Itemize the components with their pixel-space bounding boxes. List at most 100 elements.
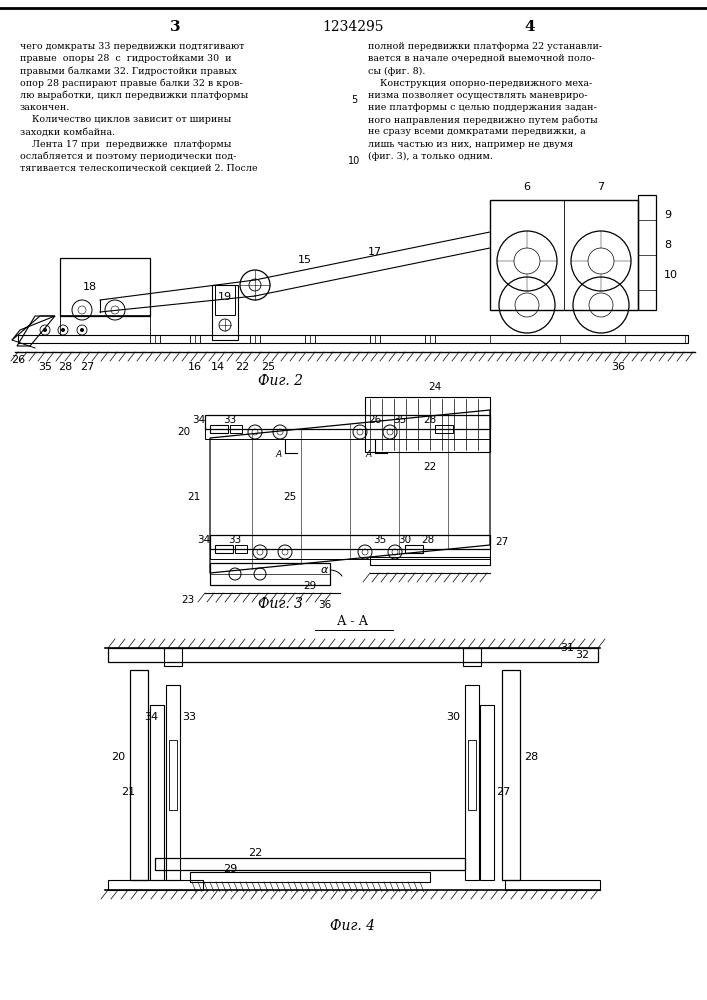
Text: 6: 6 — [523, 182, 530, 192]
Text: 26: 26 — [368, 415, 382, 425]
Text: 25: 25 — [284, 492, 297, 502]
Bar — [435, 425, 453, 433]
Text: 27: 27 — [496, 787, 510, 797]
Bar — [480, 705, 494, 880]
Text: заходки комбайна.: заходки комбайна. — [20, 127, 115, 136]
Bar — [425, 335, 435, 343]
Text: 27: 27 — [80, 362, 94, 372]
Text: 35: 35 — [38, 362, 52, 372]
Circle shape — [61, 328, 65, 332]
Bar — [18, 335, 688, 343]
Text: Фиг. 3: Фиг. 3 — [257, 597, 303, 611]
Text: 14: 14 — [211, 362, 225, 372]
Bar — [235, 545, 247, 553]
Text: 36: 36 — [318, 600, 332, 610]
Bar — [370, 557, 490, 565]
Text: 4: 4 — [525, 20, 535, 34]
Text: 33: 33 — [223, 415, 237, 425]
Bar — [505, 880, 600, 890]
Text: лишь частью из них, например не двумя: лишь частью из них, например не двумя — [368, 140, 573, 149]
Text: правыми балками 32. Гидростойки правых: правыми балками 32. Гидростойки правых — [20, 66, 237, 76]
Text: тягивается телескопической секцией 2. После: тягивается телескопической секцией 2. По… — [20, 164, 257, 173]
Text: сы (фиг. 8).: сы (фиг. 8). — [368, 66, 426, 76]
Bar — [155, 858, 465, 870]
Bar — [250, 335, 260, 343]
Text: 5: 5 — [351, 95, 357, 105]
Text: низма позволяет осуществлять маневриро-: низма позволяет осуществлять маневриро- — [368, 91, 588, 100]
Text: вается в начале очередной выемочной поло-: вается в начале очередной выемочной поло… — [368, 54, 595, 63]
Bar — [169, 740, 177, 810]
Bar — [150, 705, 164, 880]
Text: 34: 34 — [192, 415, 205, 425]
Text: полной передвижки платформа 22 устанавли-: полной передвижки платформа 22 устанавли… — [368, 42, 602, 51]
Text: A: A — [366, 450, 372, 459]
Text: 24: 24 — [428, 382, 442, 392]
Text: опор 28 распирают правые балки 32 в кров-: опор 28 распирают правые балки 32 в кров… — [20, 79, 243, 88]
Bar — [205, 415, 490, 429]
Bar — [370, 335, 380, 343]
Text: лю выработки, цикл передвижки платформы: лю выработки, цикл передвижки платформы — [20, 91, 248, 100]
Text: не сразу всеми домкратами передвижки, а: не сразу всеми домкратами передвижки, а — [368, 127, 586, 136]
Text: (фиг. 3), а только одним.: (фиг. 3), а только одним. — [368, 152, 493, 161]
Text: закончен.: закончен. — [20, 103, 70, 112]
Text: Лента 17 при  передвижке  платформы: Лента 17 при передвижке платформы — [20, 140, 231, 149]
Bar — [215, 545, 233, 553]
Text: 28: 28 — [421, 535, 435, 545]
Bar — [230, 425, 242, 433]
Bar — [60, 258, 150, 316]
Bar — [305, 335, 315, 343]
Text: 33: 33 — [228, 535, 242, 545]
Text: 26: 26 — [11, 355, 25, 365]
Text: 17: 17 — [368, 247, 382, 257]
Text: 19: 19 — [218, 292, 232, 302]
Bar — [638, 195, 656, 310]
Bar — [210, 535, 490, 549]
Text: 8: 8 — [664, 240, 671, 250]
Text: 28: 28 — [423, 415, 437, 425]
Text: 27: 27 — [495, 537, 508, 547]
Text: чего домкраты 33 передвижки подтягивают: чего домкраты 33 передвижки подтягивают — [20, 42, 245, 51]
Bar — [190, 335, 200, 343]
Text: 7: 7 — [597, 182, 604, 192]
Text: 20: 20 — [177, 427, 190, 437]
Bar — [205, 429, 490, 439]
Bar — [108, 648, 598, 662]
Text: 3: 3 — [170, 20, 180, 34]
Text: Конструкция опорно-передвижного меха-: Конструкция опорно-передвижного меха- — [368, 79, 592, 88]
Text: 35: 35 — [373, 535, 387, 545]
Text: 32: 32 — [575, 650, 589, 660]
Bar — [405, 545, 423, 553]
Text: 1234295: 1234295 — [322, 20, 384, 34]
Bar — [490, 200, 638, 310]
Text: ние платформы с целью поддержания задан-: ние платформы с целью поддержания задан- — [368, 103, 597, 112]
Text: 30: 30 — [399, 535, 411, 545]
Text: 29: 29 — [303, 581, 317, 591]
Text: ослабляется и поэтому периодически под-: ослабляется и поэтому периодически под- — [20, 152, 236, 161]
Circle shape — [80, 328, 84, 332]
Text: 34: 34 — [144, 712, 158, 722]
Bar — [130, 670, 148, 880]
Bar — [166, 685, 180, 880]
Text: 30: 30 — [446, 712, 460, 722]
Text: правые  опоры 28  с  гидростойками 30  и: правые опоры 28 с гидростойками 30 и — [20, 54, 231, 63]
Text: 22: 22 — [235, 362, 249, 372]
Text: Фиг. 4: Фиг. 4 — [330, 919, 375, 933]
Text: 34: 34 — [197, 535, 210, 545]
Bar — [150, 335, 160, 343]
Text: 20: 20 — [111, 752, 125, 762]
Bar — [212, 285, 238, 340]
Text: 28: 28 — [58, 362, 72, 372]
Bar — [190, 872, 430, 882]
Text: 22: 22 — [248, 848, 262, 858]
Text: Количество циклов зависит от ширины: Количество циклов зависит от ширины — [20, 115, 231, 124]
Bar — [210, 549, 490, 559]
Text: 16: 16 — [188, 362, 202, 372]
Bar — [60, 315, 150, 335]
Bar — [468, 740, 476, 810]
Text: 21: 21 — [187, 492, 200, 502]
Bar — [210, 563, 330, 585]
Circle shape — [43, 328, 47, 332]
Bar — [210, 425, 228, 433]
Text: 25: 25 — [261, 362, 275, 372]
Bar — [215, 285, 235, 315]
